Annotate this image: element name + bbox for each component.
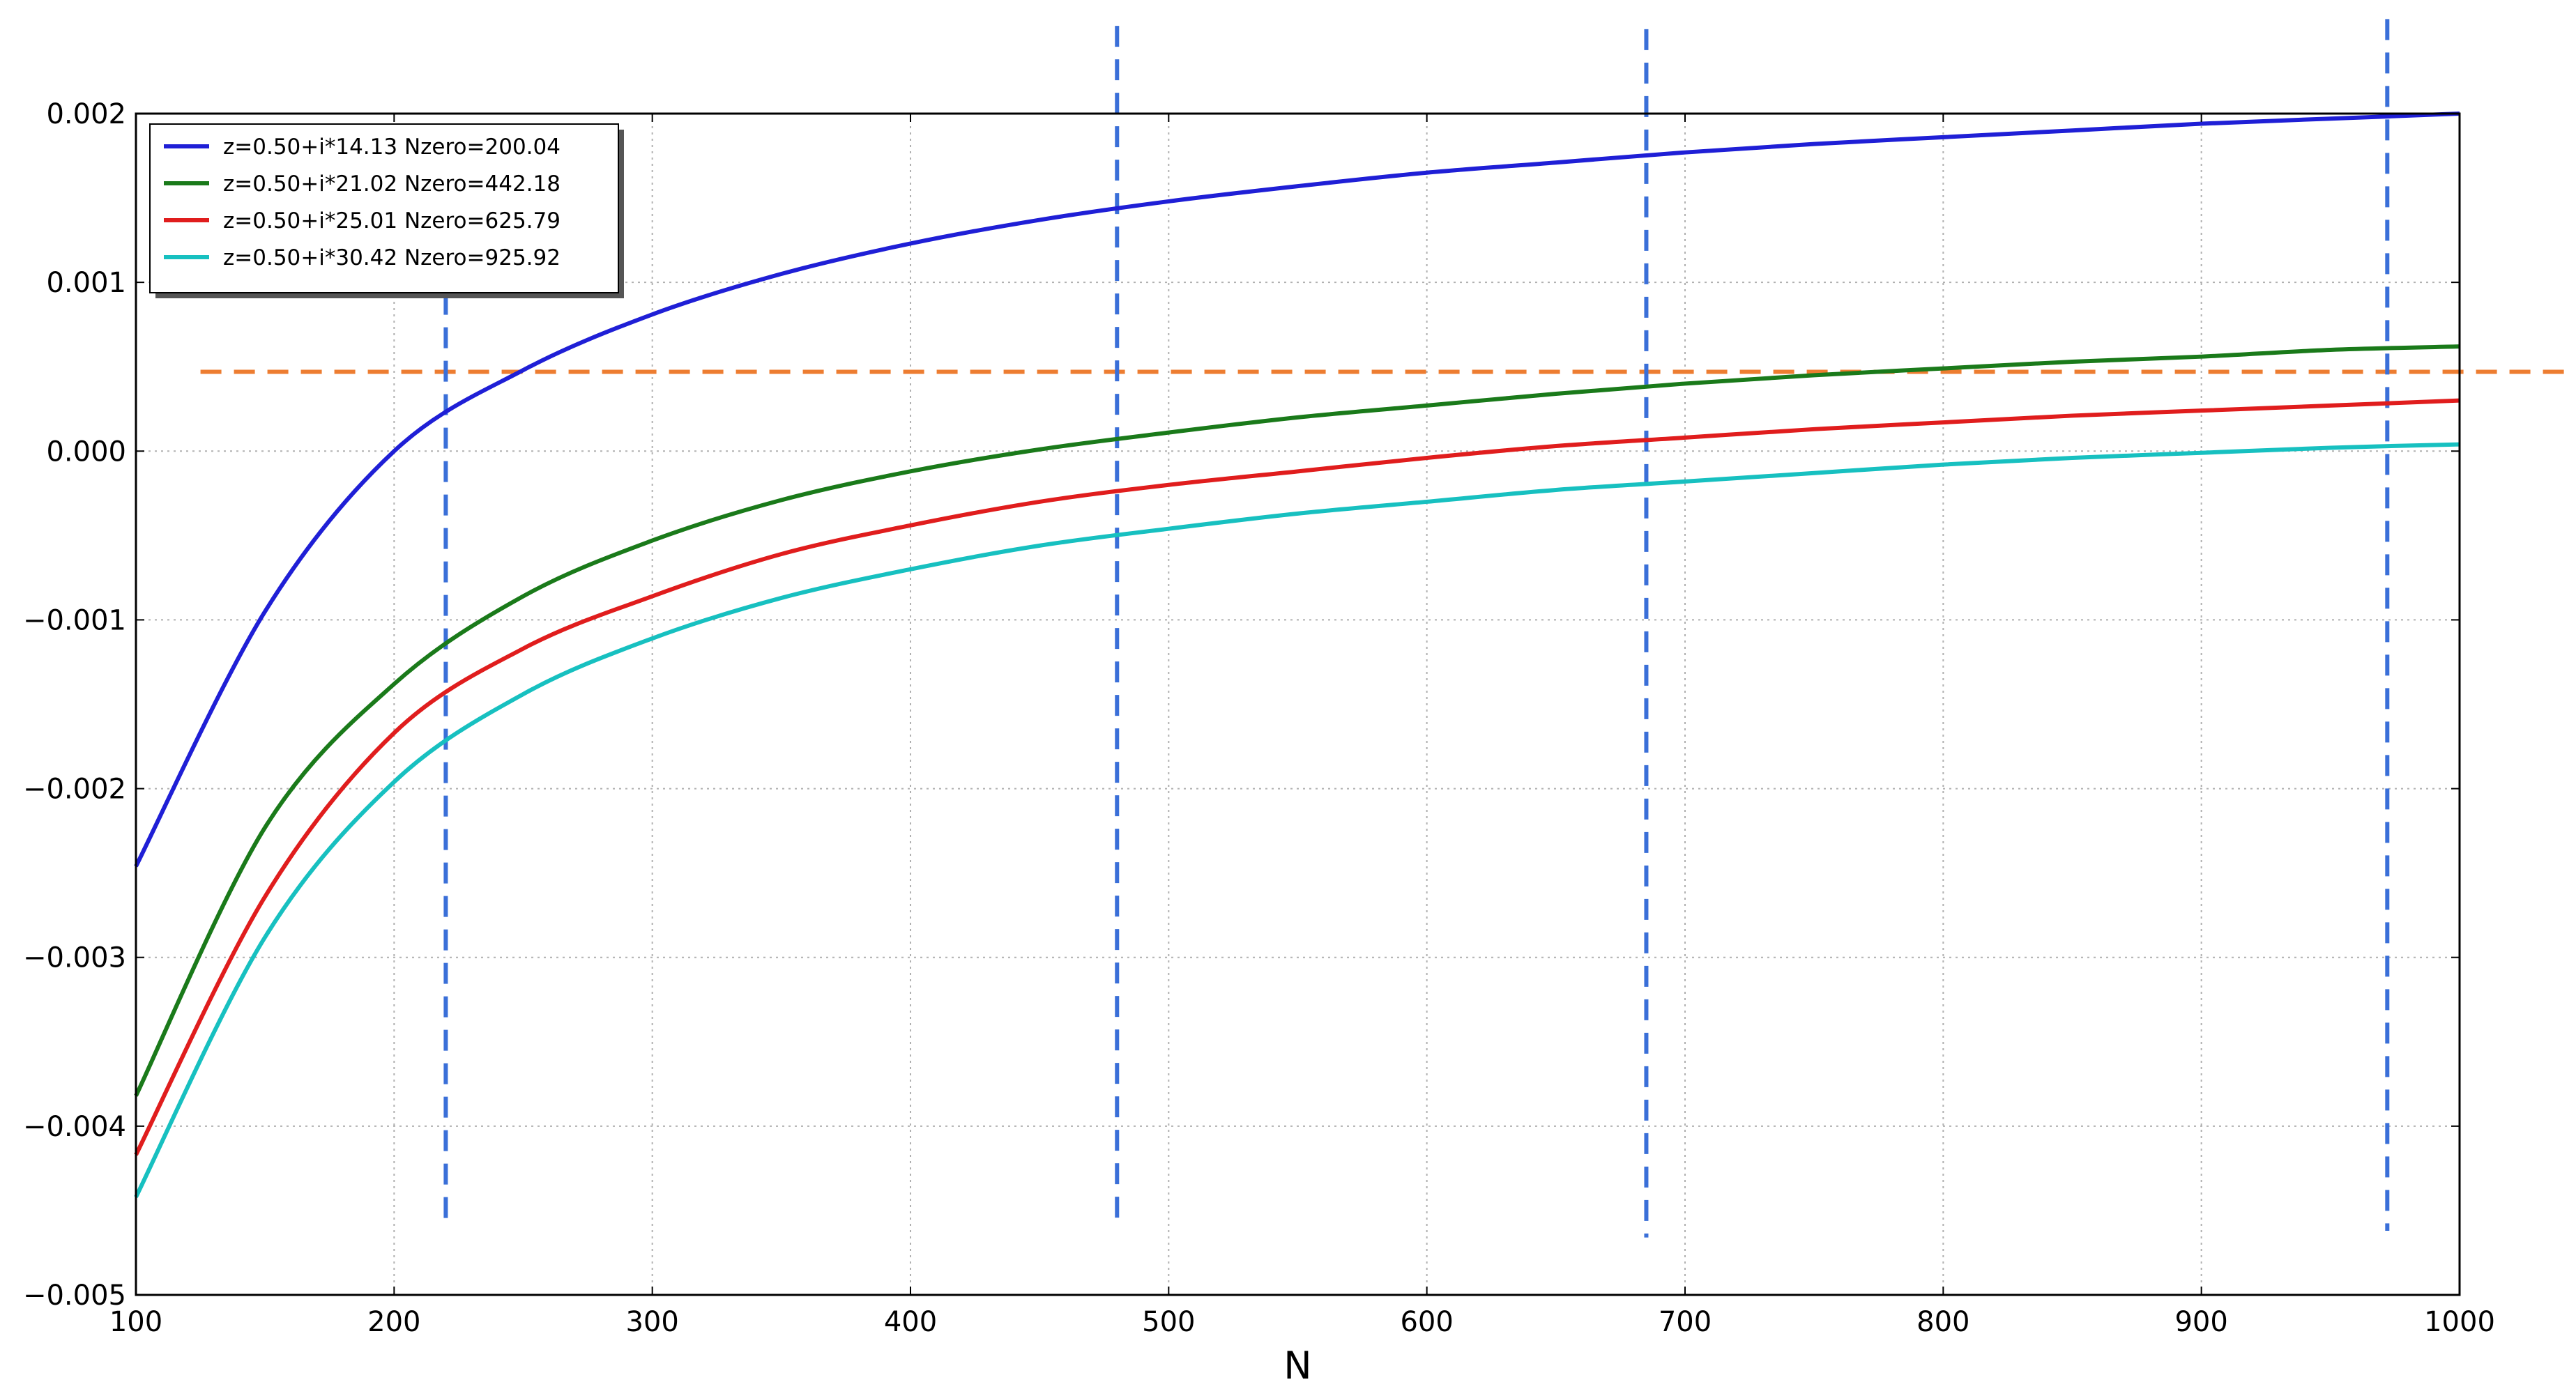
legend-label: z=0.50+i*14.13 Nzero=200.04 <box>223 135 561 160</box>
x-tick-label: 200 <box>367 1306 420 1338</box>
legend-box <box>149 123 619 293</box>
y-tick-label: 0.002 <box>46 98 126 130</box>
x-tick-label: 100 <box>109 1306 162 1338</box>
x-tick-label: 500 <box>1142 1306 1195 1338</box>
x-tick-label: 900 <box>2174 1306 2227 1338</box>
x-tick-label: 300 <box>625 1306 678 1338</box>
y-tick-label: −0.003 <box>23 942 126 974</box>
plot-frame <box>135 112 2461 1296</box>
series-line-1 <box>134 112 2460 868</box>
x-tick-label: 700 <box>1659 1306 1712 1338</box>
series-line-4 <box>134 442 2460 1198</box>
x-tick-label: 600 <box>1400 1306 1453 1338</box>
x-tick-label: 800 <box>1916 1306 1969 1338</box>
legend-label: z=0.50+i*25.01 Nzero=625.79 <box>223 208 561 233</box>
y-tick-label: −0.005 <box>23 1280 126 1312</box>
y-tick-label: −0.001 <box>23 604 126 636</box>
y-tick-label: 0.000 <box>46 436 126 468</box>
x-tick-label: 1000 <box>2424 1306 2495 1338</box>
legend-label: z=0.50+i*21.02 Nzero=442.18 <box>223 171 561 197</box>
series-line-3 <box>134 398 2460 1156</box>
y-tick-label: −0.004 <box>23 1111 126 1143</box>
x-axis-label: N <box>1283 1344 1311 1388</box>
legend-label: z=0.50+i*30.42 Nzero=925.92 <box>223 245 561 270</box>
x-tick-label: 400 <box>884 1306 937 1338</box>
y-tick-label: −0.002 <box>23 774 126 806</box>
y-tick-label: 0.001 <box>46 267 126 299</box>
series-line-2 <box>134 344 2460 1097</box>
legend: z=0.50+i*14.13 Nzero=200.04 z=0.50+i*21.0… <box>149 123 624 298</box>
series-lines <box>134 112 2460 1198</box>
axis-ticks: 100 200 300 400 500 600 700 800 900 1000 −0.005 −0.… <box>23 98 2495 1338</box>
